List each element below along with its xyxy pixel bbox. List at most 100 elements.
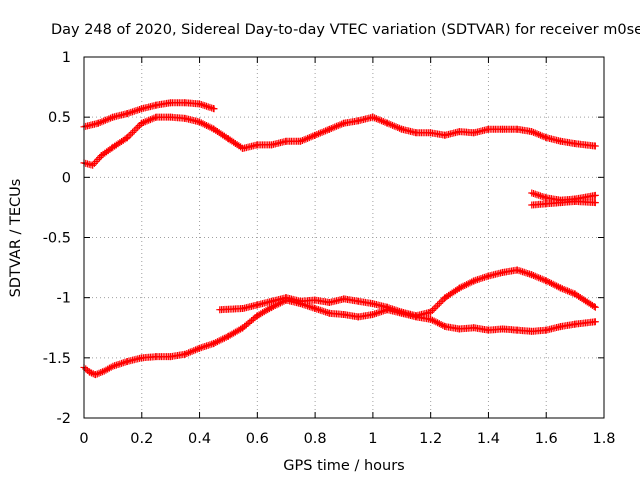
y-tick-label: -2: [57, 411, 71, 427]
data-point: [461, 281, 469, 289]
data-point: [197, 119, 205, 127]
data-point: [332, 122, 340, 130]
x-tick-label: 0.2: [130, 431, 153, 447]
data-point: [196, 118, 204, 126]
data-point: [456, 284, 464, 292]
x-tick-label: 1.8: [592, 431, 615, 447]
data-point: [219, 335, 227, 343]
x-tick-label: 1: [368, 431, 377, 447]
data-point: [297, 137, 305, 145]
data-point: [590, 303, 598, 311]
data-point: [190, 347, 198, 355]
data-point: [432, 303, 440, 311]
x-tick-label: 0.8: [304, 431, 327, 447]
data-point: [457, 283, 465, 291]
data-point: [378, 117, 386, 125]
data-point: [591, 191, 599, 199]
y-tick-label: 1: [62, 50, 71, 66]
data-point: [437, 321, 445, 329]
data-point: [591, 303, 599, 311]
data-point: [544, 278, 552, 286]
y-tick-label: 0: [62, 170, 71, 186]
y-axis-label: SDTVAR / TECUs: [8, 179, 24, 298]
data-point: [127, 130, 135, 138]
data-point: [427, 308, 435, 316]
data-point: [462, 281, 470, 289]
data-point: [331, 123, 339, 131]
data-point: [374, 115, 382, 123]
data-point: [273, 301, 281, 309]
data-point: [93, 370, 101, 378]
data-point: [148, 115, 156, 123]
chart-title: Day 248 of 2020, Sidereal Day-to-day VTE…: [51, 22, 640, 38]
data-point: [138, 119, 146, 127]
data-point: [591, 142, 599, 150]
data-point: [185, 349, 193, 357]
data-point: [86, 368, 94, 376]
data-point: [437, 298, 445, 306]
data-point: [268, 303, 276, 311]
x-tick-label: 0.6: [246, 431, 269, 447]
data-point: [528, 271, 536, 279]
data-point: [132, 125, 140, 133]
data-point: [434, 301, 442, 309]
x-tick-label: 0.4: [188, 431, 211, 447]
y-tick-label: 0.5: [48, 110, 71, 126]
x-tick-label: 1.2: [419, 431, 442, 447]
data-point: [549, 280, 557, 288]
data-point: [206, 123, 214, 131]
data-point: [130, 127, 138, 135]
data-point: [302, 135, 310, 143]
data-point: [96, 118, 104, 126]
data-point: [390, 122, 398, 130]
data-point: [336, 121, 344, 129]
data-point: [591, 318, 599, 326]
x-axis-label: GPS time / hours: [283, 458, 404, 474]
series-lower-arc-2: [80, 296, 599, 379]
data-point: [202, 121, 210, 129]
data-point: [546, 279, 554, 287]
data-point: [432, 318, 440, 326]
data-point: [327, 124, 335, 132]
data-point: [92, 371, 100, 379]
data-point: [538, 275, 546, 283]
data-point: [307, 133, 315, 141]
x-tick-label: 1.6: [535, 431, 558, 447]
data-point: [591, 199, 599, 207]
data-point: [278, 298, 286, 306]
data-point: [379, 117, 387, 125]
data-point: [107, 363, 115, 371]
data-point: [201, 121, 209, 129]
data-point: [557, 284, 565, 292]
data-point: [538, 132, 546, 140]
data-point: [528, 128, 536, 136]
data-point: [129, 128, 137, 136]
data-point: [213, 338, 221, 346]
data-point: [567, 288, 575, 296]
data-point: [564, 287, 572, 295]
data-point: [551, 281, 559, 289]
data-point: [369, 113, 377, 121]
data-point: [427, 315, 435, 323]
data-point: [143, 117, 151, 125]
data-points: [80, 99, 599, 379]
data-point: [326, 125, 334, 133]
data-point: [385, 120, 393, 128]
data-point: [430, 305, 438, 313]
data-point: [533, 273, 541, 281]
x-tick-label: 0: [79, 431, 88, 447]
x-tick-label: 1.4: [477, 431, 500, 447]
grid-lines: [84, 57, 604, 418]
data-point: [533, 130, 541, 138]
data-point: [134, 123, 142, 131]
series-short-arc-B: [528, 197, 599, 209]
data-point: [466, 279, 474, 287]
data-point: [101, 116, 109, 124]
data-point: [210, 105, 218, 113]
series-upper-arc-2: [80, 113, 599, 169]
data-point: [562, 286, 570, 294]
y-tick-label: -0.5: [43, 231, 71, 247]
series-upper-arc-1: [80, 99, 218, 131]
data-point: [320, 128, 328, 136]
